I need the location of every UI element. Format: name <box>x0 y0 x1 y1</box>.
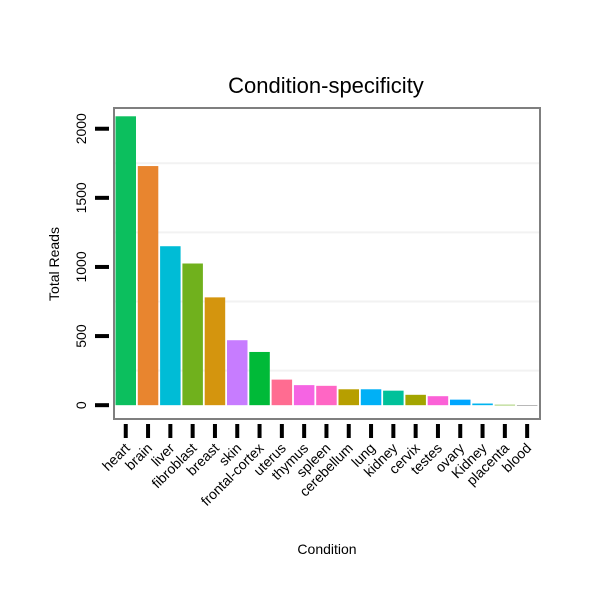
bar-spleen <box>316 385 337 406</box>
y-tick-label: 1500 <box>73 182 89 213</box>
bar-frontal-cortex <box>249 351 270 406</box>
x-axis: heartbrainliverfibroblastbreastskinfront… <box>99 424 534 509</box>
bar-uterus <box>271 379 293 406</box>
bar-ovary <box>450 399 471 406</box>
bar-placenta <box>494 404 516 406</box>
bar-cervix <box>405 394 426 406</box>
y-tick-label: 2000 <box>73 113 89 144</box>
bar-layer <box>115 116 538 406</box>
bar-thymus <box>293 385 315 406</box>
y-tick-label: 0 <box>73 401 89 409</box>
bar-fibroblast <box>182 263 203 406</box>
bar-skin <box>227 340 248 406</box>
chart-title: Condition-specificity <box>228 73 424 98</box>
y-axis-label: Total Reads <box>46 227 62 301</box>
bar-breast <box>204 297 226 406</box>
bar-testes <box>427 396 449 406</box>
plot-panel-border <box>113 107 541 420</box>
bar-kidney <box>383 390 404 406</box>
bar-blood <box>516 405 538 406</box>
bar-lung <box>360 389 382 406</box>
x-axis-label: Condition <box>297 541 356 557</box>
y-axis: 0 500 1000 1500 2000 <box>73 113 109 409</box>
bar-heart <box>115 116 136 406</box>
bar-liver <box>160 246 181 406</box>
bar-cerebellum <box>338 389 359 406</box>
bar-brain <box>137 166 159 406</box>
y-tick-label: 1000 <box>73 251 89 282</box>
bar-kidney <box>472 403 493 406</box>
y-tick-label: 500 <box>73 324 89 348</box>
